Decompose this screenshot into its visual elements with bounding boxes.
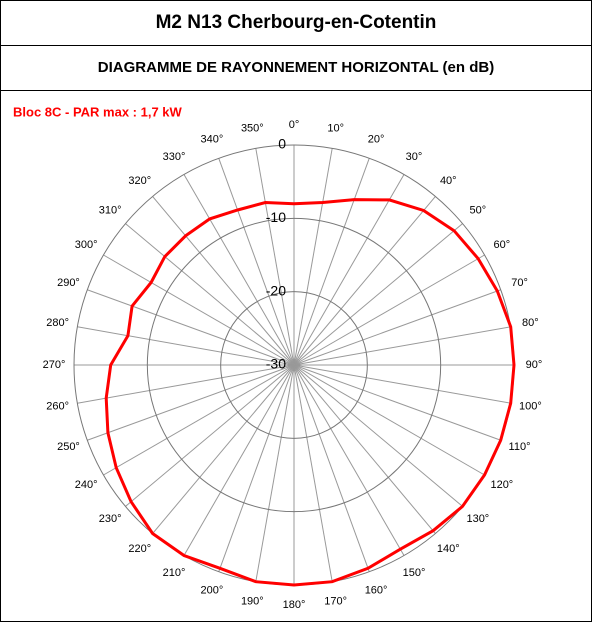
spoke [293,148,333,366]
spoke [293,254,485,366]
spoke [183,364,295,556]
angle-label: 120° [490,479,513,491]
spoke [293,158,370,366]
legend-entry: Bloc 8C - PAR max : 1,7 kW [13,104,183,119]
spoke [125,223,295,366]
spoke [255,148,295,366]
angle-label: 300° [75,239,98,251]
angle-label: 100° [519,401,542,413]
angle-label: 260° [46,401,69,413]
spoke [293,364,405,556]
angle-label: 140° [437,543,460,555]
angle-label: 80° [522,317,539,329]
angle-label: 0° [289,119,300,131]
spoke [293,196,436,366]
angle-label: 10° [327,123,344,135]
spoke [103,254,295,366]
angle-label: 240° [75,479,98,491]
spoke [152,196,295,366]
plot: Bloc 8C - PAR max : 1,7 kW 0° 10° 20° 30° 40… [13,104,543,611]
angle-label: 340° [201,133,224,145]
angle-label: 60° [494,239,511,251]
grid-circle [220,291,368,439]
spoke [293,364,370,572]
spoke [87,289,295,366]
spoke [152,364,295,534]
spoke [183,174,295,366]
angle-label: 160° [365,584,388,596]
angle-label: 320° [128,175,151,187]
angle-label: 20° [368,133,385,145]
angle-label: 290° [57,277,80,289]
spoke [218,364,295,572]
angle-label: 270° [43,359,66,371]
spoke [125,364,295,507]
spoke [293,289,501,366]
spoke [293,326,511,366]
angle-label: 280° [46,317,69,329]
series-line [104,198,516,587]
spoke [77,364,295,404]
angle-label: 70° [511,277,528,289]
spoke [293,174,405,366]
spoke [293,223,463,366]
angle-label: 110° [509,441,531,453]
angle-label: 230° [99,513,122,525]
r-tick-label: 0 [278,136,286,152]
spoke [255,364,295,582]
angle-label: 200° [201,584,224,596]
angle-label: 150° [403,567,426,579]
spoke [293,364,501,441]
r-tick-label: -20 [266,282,286,298]
angle-label: 90° [526,359,543,371]
angle-label: 330° [163,151,186,163]
spoke [293,364,485,476]
angle-label: 130° [466,513,489,525]
angle-label: 190° [241,595,264,607]
r-tick-label: -10 [266,209,286,225]
spoke [293,364,333,582]
spoke [293,364,463,507]
spoke [218,158,295,366]
spoke [87,364,295,441]
angle-label: 310° [99,205,122,217]
angle-label: 350° [241,123,264,135]
chart-title: M2 N13 Cherbourg-en-Cotentin [1,1,591,46]
spoke [293,364,436,534]
angle-label: 210° [163,567,186,579]
angle-label: 30° [406,151,423,163]
r-tick-label: -30 [266,356,286,372]
angle-label: 220° [128,543,151,555]
spoke [103,364,295,476]
spoke [293,364,511,404]
chart-subtitle: DIAGRAMME DE RAYONNEMENT HORIZONTAL (en … [1,46,591,91]
angle-label: 50° [470,205,487,217]
angle-label: 40° [440,175,457,187]
angle-label: 250° [57,441,80,453]
angle-label: 170° [324,595,347,607]
angle-label: 180° [283,599,306,611]
spoke [77,326,295,366]
grid-circle [146,217,442,513]
